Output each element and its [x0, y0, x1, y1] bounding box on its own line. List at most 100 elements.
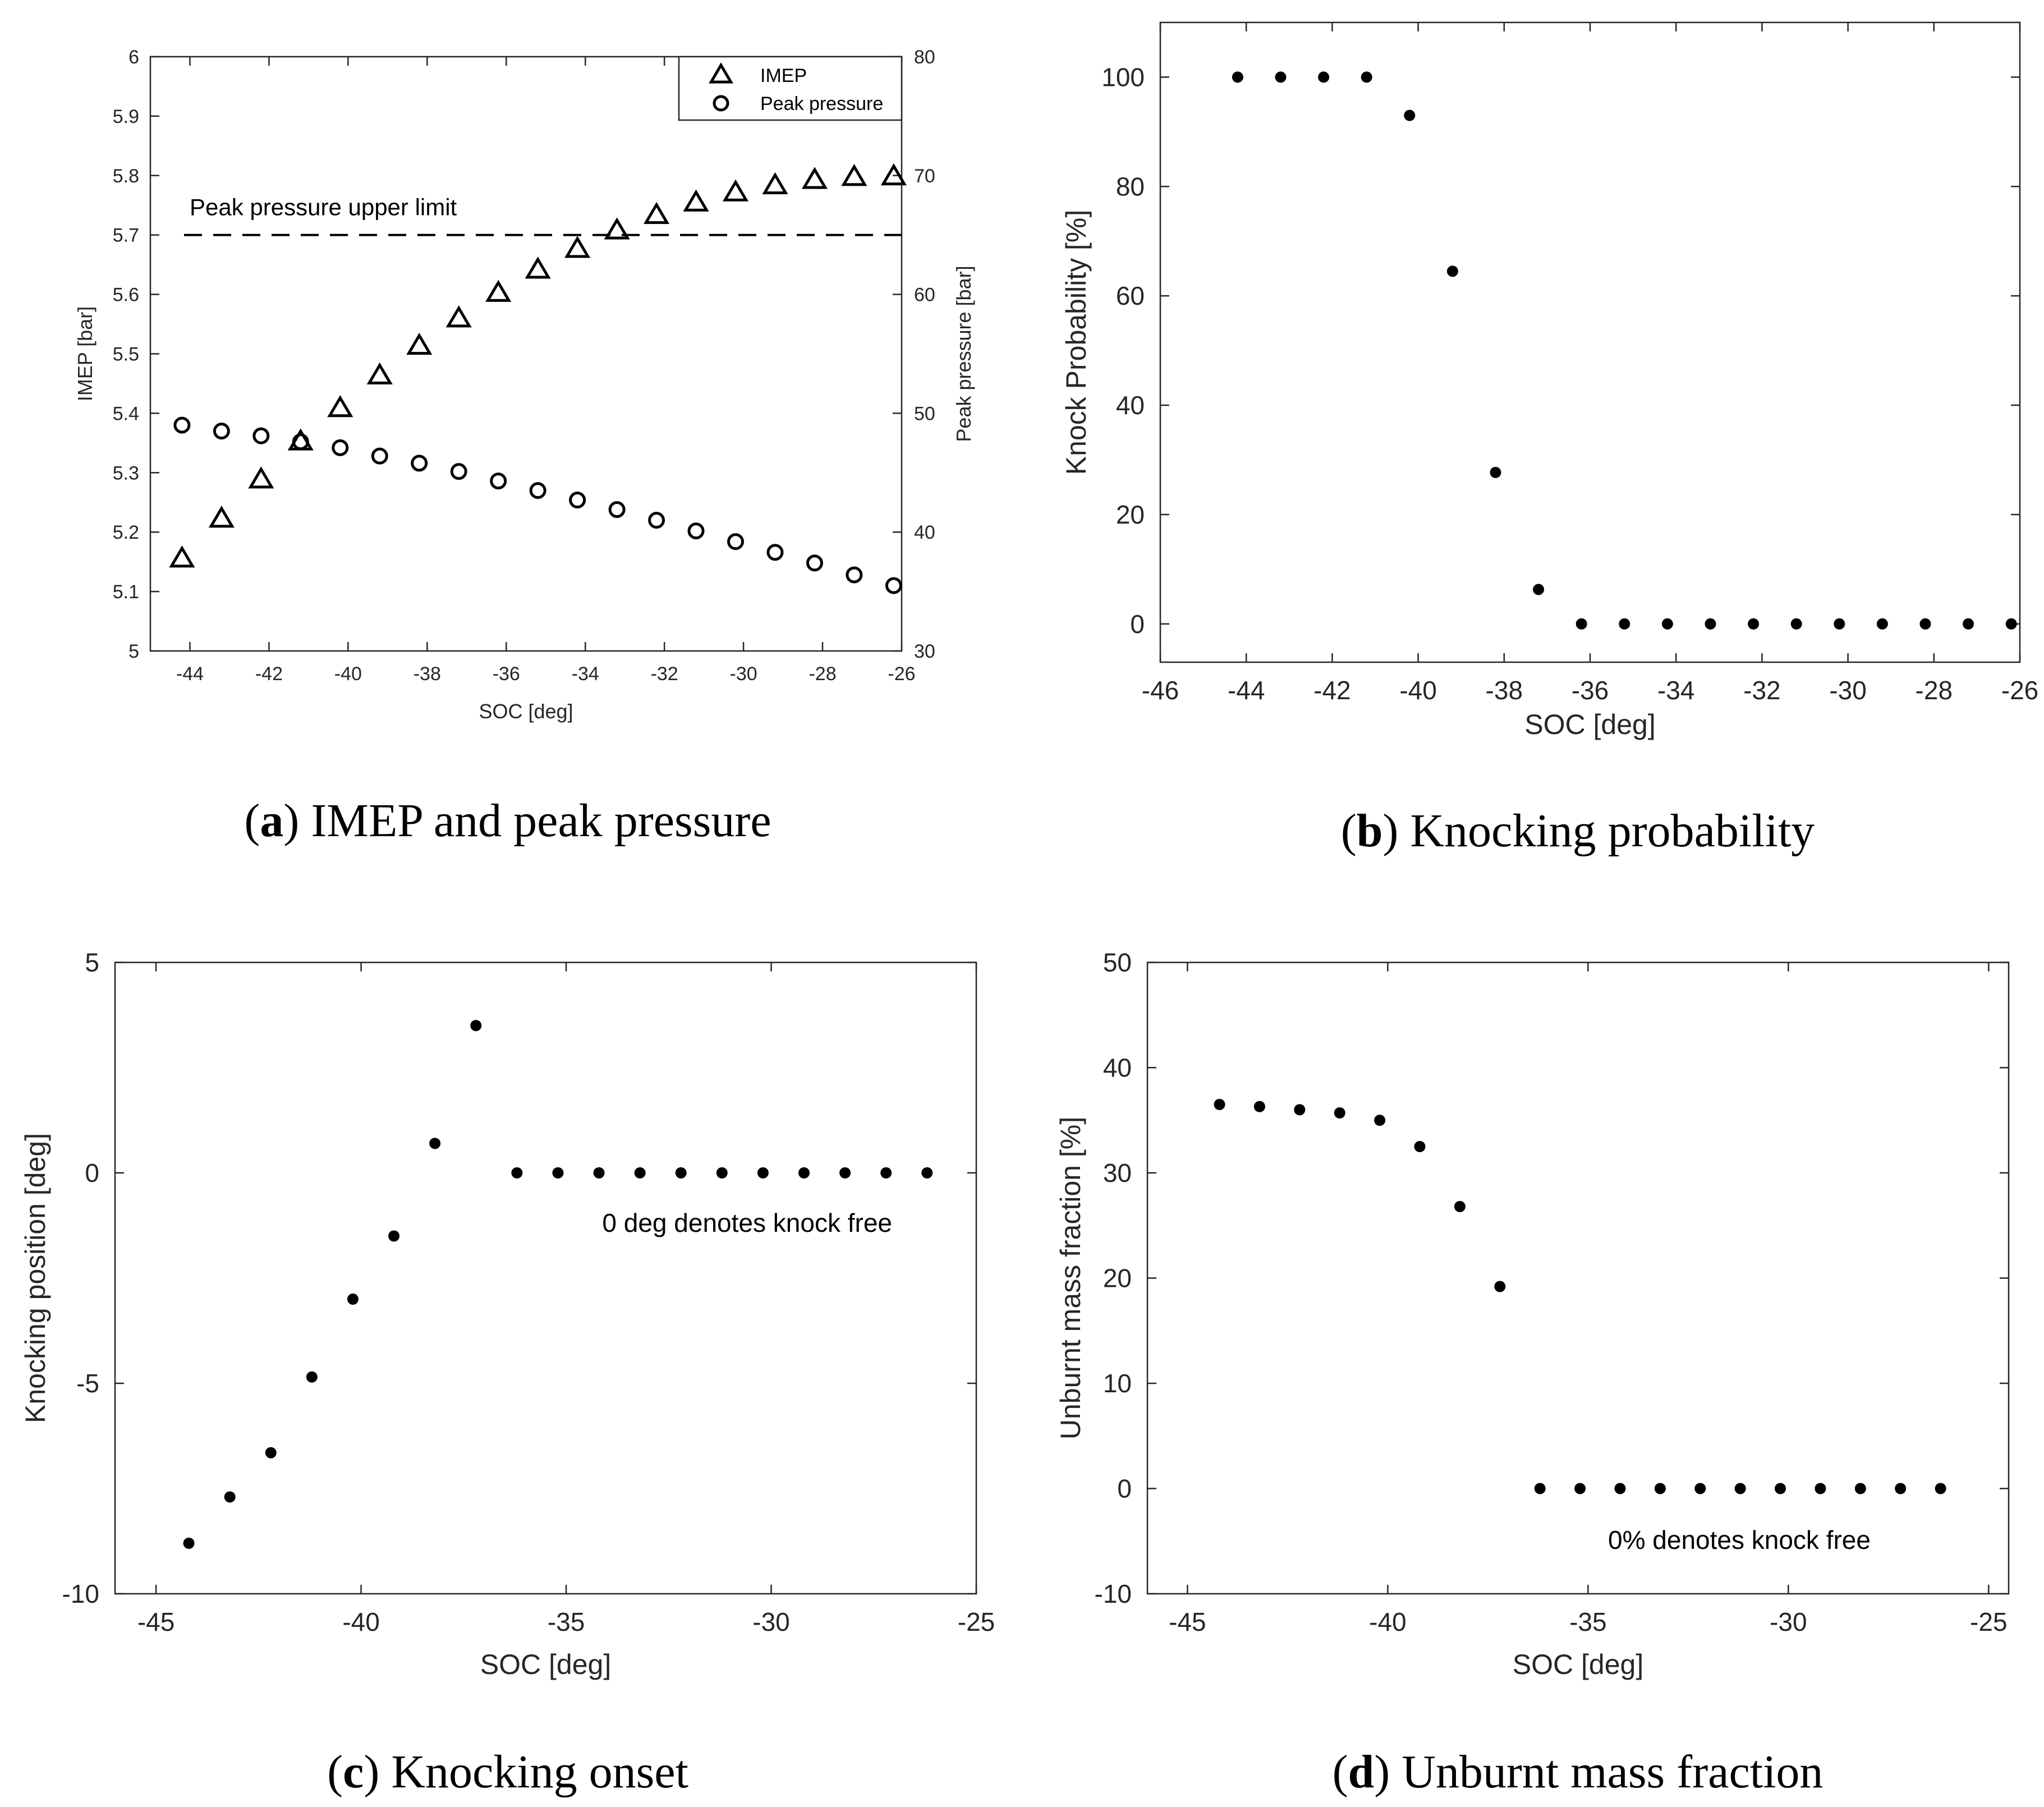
knocking-position-point [429, 1138, 441, 1149]
unburnt-mass-fraction-point [1734, 1483, 1746, 1494]
knock-probability-point [1919, 618, 1931, 630]
y-tick-label: 5 [85, 948, 99, 977]
y-tick-label: 5.5 [113, 344, 139, 365]
panel-a-legend: IMEP Peak pressure [678, 56, 903, 121]
peak-pressure-point [766, 544, 784, 561]
unburnt-mass-fraction-point [1574, 1483, 1586, 1494]
x-tick-label: -42 [255, 663, 283, 685]
x-tick-label: -38 [414, 663, 441, 685]
peak-pressure-point [411, 455, 428, 472]
imep-point [762, 172, 788, 195]
panel-d-caption-text: Unburnt mass fraction [1402, 1746, 1823, 1798]
knocking-position-point [634, 1167, 646, 1178]
knocking-position-point [880, 1167, 892, 1178]
panel-b-marks: -46 -44 -42 -40 -38 -36 -34 -32 -30 -28 -26 0 20 40 60… [1101, 21, 2038, 705]
peak-pressure-point [885, 577, 902, 594]
y-tick-label: 20 [1103, 1264, 1132, 1293]
panel-c-caption-letter: c [343, 1746, 364, 1798]
knocking-position-point [306, 1371, 318, 1383]
x-tick-label: -35 [548, 1607, 585, 1636]
x-tick-label: -30 [1829, 676, 1866, 705]
unburnt-mass-fraction-point [1294, 1104, 1306, 1116]
knock-probability-point [1705, 618, 1716, 630]
unburnt-mass-fraction-point [1654, 1483, 1666, 1494]
y-tick-label: 30 [1103, 1158, 1132, 1187]
x-tick-label: -25 [1970, 1607, 2007, 1636]
knocking-position-point [224, 1491, 236, 1503]
imep-point [327, 395, 353, 418]
panel-a-caption-letter: a [260, 795, 283, 847]
imep-point [366, 362, 393, 385]
knock-probability-point [1446, 265, 1458, 277]
panel-b-caption-letter: b [1357, 805, 1383, 857]
knock-probability-point [1404, 109, 1416, 121]
panel-a-y2-axis-label: Peak pressure [bar] [952, 265, 975, 442]
y2-tick-label: 60 [914, 285, 935, 306]
knocking-position-point [839, 1167, 851, 1178]
knock-probability-point [1963, 618, 1974, 630]
y-tick-label: 10 [1103, 1369, 1132, 1398]
imep-point [525, 256, 551, 279]
x-tick-label: -30 [752, 1607, 789, 1636]
knock-probability-point [2005, 618, 2017, 630]
y-tick-label: -5 [76, 1369, 99, 1398]
knocking-position-point [265, 1447, 277, 1459]
peak-pressure-point [806, 554, 823, 572]
peak-pressure-point [173, 416, 191, 434]
knock-probability-point [1361, 71, 1372, 83]
y2-tick-label: 30 [914, 641, 935, 662]
x-tick-label: -32 [1743, 676, 1780, 705]
panel-b-caption: (b) Knocking probability [1341, 805, 1815, 857]
panel-b-y-axis-label: Knock Probability [%] [1060, 210, 1092, 475]
panel-d-y-axis-label: Unburnt mass fraction [%] [1055, 1117, 1086, 1439]
legend-peak-pressure-circle-icon [713, 95, 729, 112]
unburnt-mass-fraction-point [1895, 1483, 1907, 1494]
imep-point [564, 236, 591, 258]
y-tick-label: -10 [1095, 1579, 1132, 1608]
unburnt-mass-fraction-point [1334, 1107, 1345, 1119]
panel-d-x-axis-label: SOC [deg] [1513, 1649, 1643, 1680]
panel-c-x-axis-label: SOC [deg] [480, 1649, 611, 1680]
panel-c-caption-text: Knocking onset [391, 1746, 688, 1798]
imep-point [801, 167, 828, 189]
knocking-position-point [183, 1538, 195, 1549]
peak-pressure-point [252, 427, 270, 444]
legend-imep-triangle-icon [709, 62, 733, 84]
y-tick-label: -10 [62, 1579, 99, 1608]
imep-point [406, 332, 433, 355]
x-tick-label: -44 [176, 663, 204, 685]
panel-a-caption: (a) IMEP and peak pressure [244, 795, 771, 847]
panel-a-y-axis-label: IMEP [bar] [74, 306, 97, 401]
unburnt-mass-fraction-point [1374, 1115, 1386, 1126]
x-tick-label: -45 [1169, 1607, 1206, 1636]
panel-b-knocking-probability: -46 -44 -42 -40 -38 -36 -34 -32 -30 -28 -26 0 20 40 60… [1060, 21, 2038, 857]
x-tick-label: -34 [572, 663, 599, 685]
panel-d-annotation: 0% denotes knock free [1608, 1525, 1871, 1554]
panel-c-marks: -45 -40 -35 -30 -25 -10 -5 0 5 [62, 948, 995, 1636]
y2-tick-label: 40 [914, 522, 935, 543]
x-tick-label: -26 [2001, 676, 2038, 705]
y-tick-label: 0 [1117, 1474, 1132, 1503]
x-tick-label: -36 [493, 663, 520, 685]
peak-pressure-point [332, 439, 349, 456]
y-tick-label: 6 [128, 47, 139, 68]
knock-probability-point [1876, 618, 1888, 630]
x-tick-label: -40 [1399, 676, 1436, 705]
imep-point [683, 189, 709, 212]
knocking-position-point [716, 1167, 728, 1178]
knock-probability-point [1661, 618, 1673, 630]
panel-d-caption: (d) Unburnt mass fraction [1333, 1746, 1823, 1798]
x-tick-label: -25 [958, 1607, 995, 1636]
y-tick-label: 5.8 [113, 166, 139, 187]
y2-tick-label: 70 [914, 166, 935, 187]
knocking-position-point [347, 1294, 359, 1305]
unburnt-mass-fraction-point [1414, 1141, 1426, 1153]
y-tick-label: 5.3 [113, 462, 139, 484]
peak-pressure-limit-label: Peak pressure upper limit [190, 194, 457, 221]
y-tick-label: 5.9 [113, 106, 139, 127]
peak-pressure-point [292, 433, 309, 451]
x-tick-label: -40 [334, 663, 362, 685]
x-tick-label: -30 [730, 663, 757, 685]
unburnt-mass-fraction-point [1694, 1483, 1706, 1494]
